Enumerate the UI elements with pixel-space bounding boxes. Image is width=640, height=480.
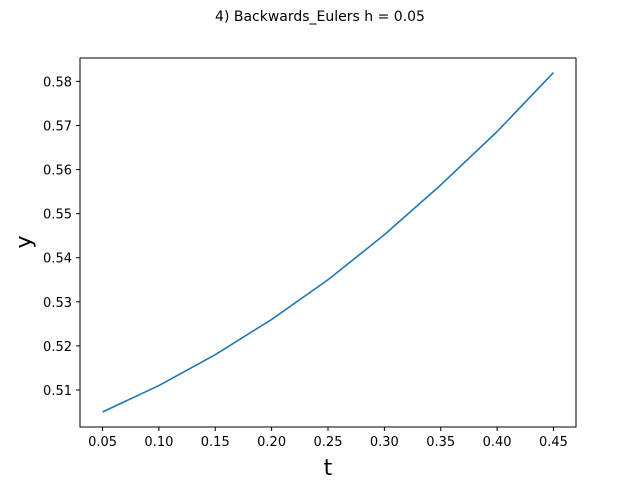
y-tick-label: 0.55 xyxy=(43,208,72,223)
x-tick-label: 0.25 xyxy=(314,435,343,450)
series-group xyxy=(102,71,555,413)
x-tick-label: 0.35 xyxy=(426,435,455,450)
x-tick-label: 0.20 xyxy=(257,435,286,450)
y-tick-label: 0.54 xyxy=(43,252,72,267)
y-tick-label: 0.52 xyxy=(43,340,72,355)
x-tick-label: 0.05 xyxy=(88,435,117,450)
x-tick-label: 0.15 xyxy=(201,435,230,450)
plot-area xyxy=(80,58,576,427)
x-axis-label: t xyxy=(324,456,333,480)
plot-frame xyxy=(79,57,577,428)
y-tick-label: 0.53 xyxy=(43,296,72,311)
y-tick-label: 0.58 xyxy=(43,75,72,90)
y-tick-label: 0.56 xyxy=(43,164,72,179)
y-tick-label: 0.57 xyxy=(43,119,72,134)
x-tick-label: 0.10 xyxy=(144,435,173,450)
x-tick-label: 0.45 xyxy=(539,435,568,450)
x-tick-label: 0.30 xyxy=(370,435,399,450)
chart-title: 4) Backwards_Eulers h = 0.05 xyxy=(215,9,425,25)
series-line xyxy=(102,71,555,413)
y-axis-ticks: 0.51 0.52 0.53 0.54 0.55 0.56 0.57 0.58 xyxy=(43,75,80,399)
y-tick-label: 0.51 xyxy=(43,384,72,399)
x-tick-label: 0.40 xyxy=(483,435,512,450)
y-axis-label: y xyxy=(12,235,37,248)
x-axis-ticks: 0.05 0.10 0.15 0.20 0.25 0.30 0.35 0.40 0.45 xyxy=(88,427,568,450)
